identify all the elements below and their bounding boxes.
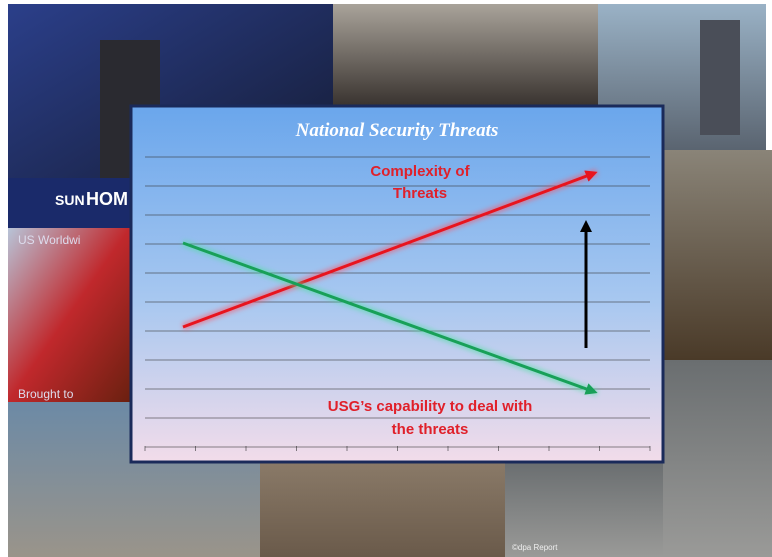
photo-text: ©dpa Report bbox=[512, 543, 558, 552]
photo-text: SUN bbox=[55, 192, 85, 208]
photo-tower bbox=[700, 20, 740, 135]
photo-text: Brought to bbox=[18, 387, 74, 401]
photo-flag bbox=[8, 228, 130, 402]
photo-text: US Worldwi bbox=[18, 233, 80, 247]
capability-label: USG’s capability to deal with bbox=[328, 398, 533, 415]
photo-blast bbox=[260, 462, 505, 557]
chart-title: National Security Threats bbox=[295, 120, 499, 141]
photo-street bbox=[663, 360, 772, 557]
complexity-label: Threats bbox=[393, 185, 447, 202]
photo-protester bbox=[333, 4, 598, 105]
photo-militia bbox=[663, 150, 772, 360]
photo-text: HOM bbox=[86, 189, 128, 209]
capability-label: the threats bbox=[392, 421, 469, 438]
slide: SUN HOM US Worldwi Brought to ©dpa Repor… bbox=[0, 0, 772, 557]
complexity-label: Complexity of bbox=[370, 163, 470, 180]
chart-panel: National Security Threats Complexity of … bbox=[131, 106, 663, 462]
